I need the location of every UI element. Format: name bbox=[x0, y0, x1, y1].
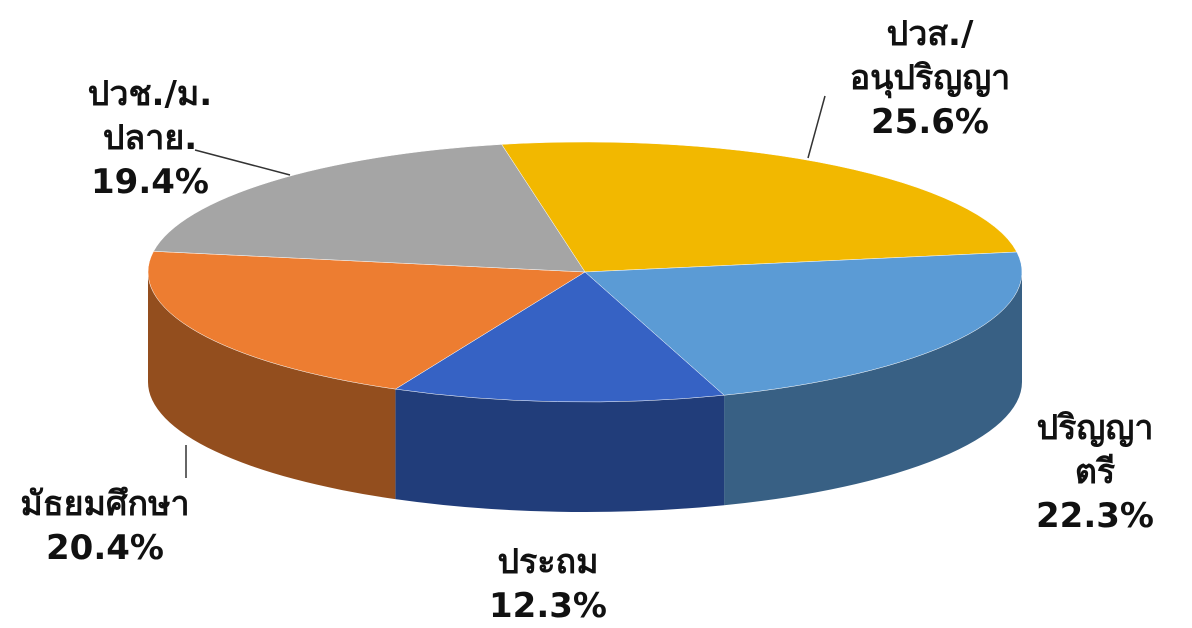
category-label: ปวช./ม. ปลาย. bbox=[87, 74, 213, 158]
slice-label: ประถม 12.3% bbox=[489, 540, 607, 628]
slice bbox=[394, 271, 725, 403]
category-label: ปวส./ อนุปริญญา bbox=[849, 14, 1011, 98]
slice-label: ปวส./ อนุปริญญา 25.6% bbox=[850, 12, 1011, 144]
leader-line bbox=[194, 149, 291, 176]
category-label: ปริญญาตรี bbox=[1036, 408, 1154, 492]
slice-side bbox=[724, 272, 1022, 506]
pie bbox=[147, 141, 1023, 512]
value-label: 19.4% bbox=[91, 162, 209, 202]
value-label: 25.6% bbox=[871, 102, 989, 142]
value-label: 12.3% bbox=[489, 586, 607, 626]
category-label: ประถม bbox=[497, 542, 599, 582]
leader-line bbox=[807, 95, 826, 159]
value-label: 20.4% bbox=[46, 528, 164, 568]
slice-side bbox=[148, 272, 396, 500]
slice-label: ปริญญาตรี 22.3% bbox=[1036, 406, 1154, 538]
value-label: 22.3% bbox=[1036, 496, 1154, 536]
slice-label: ปวช./ม. ปลาย. 19.4% bbox=[88, 72, 212, 204]
slice bbox=[153, 144, 586, 273]
slice bbox=[147, 251, 586, 390]
slice-label: มัธยมศึกษา 20.4% bbox=[20, 482, 189, 570]
category-label: มัธยมศึกษา bbox=[20, 484, 190, 524]
slice bbox=[584, 251, 1023, 396]
slice bbox=[501, 141, 1018, 273]
slice-side bbox=[395, 389, 725, 512]
